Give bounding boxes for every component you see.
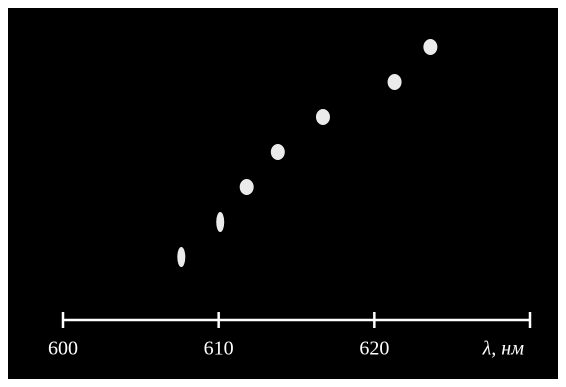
x-tick-label: 610: [204, 338, 234, 360]
x-tick-label: 620: [359, 338, 389, 360]
chart: 600 610 620 λ, нм: [0, 0, 566, 387]
spot: [388, 74, 402, 90]
image-background: [8, 8, 558, 379]
x-tick-label: λ, нм: [482, 338, 525, 360]
page: 600610620λ, нм (() => { const data = JSO…: [0, 0, 566, 387]
spot: [216, 212, 224, 232]
spot: [271, 144, 285, 160]
spot: [423, 39, 437, 55]
spot: [177, 247, 185, 267]
spot: [316, 109, 330, 125]
x-tick-label: 600: [48, 338, 78, 360]
spot: [240, 179, 254, 195]
